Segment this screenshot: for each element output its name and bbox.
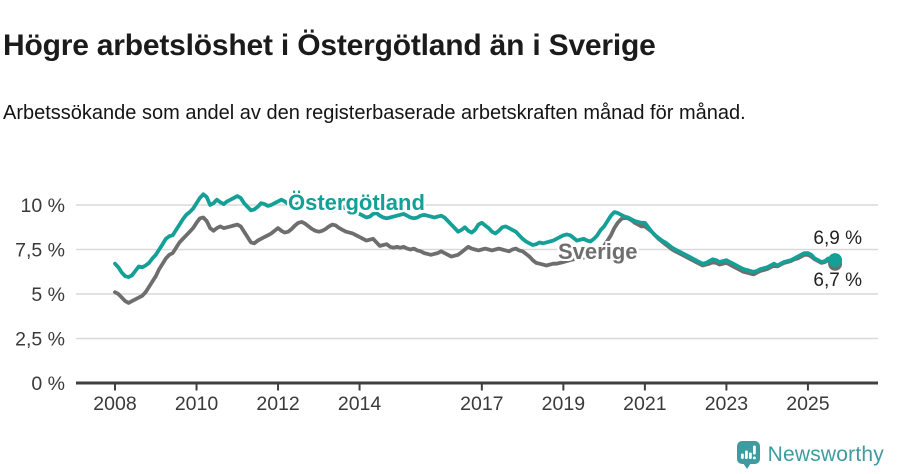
y-axis-tick-label: 2,5 % [15, 329, 65, 351]
x-axis-tick-label: 2021 [623, 393, 666, 415]
x-axis-tick-label: 2023 [705, 393, 748, 415]
series-line-östergötland [113, 192, 837, 280]
end-value-label-sverige: 6,7 % [813, 270, 862, 291]
series-line-sverige [113, 215, 837, 305]
x-axis-tick-label: 2017 [460, 393, 503, 415]
series-label-sverige: Sverige [558, 239, 638, 264]
x-axis-tick-label: 2014 [338, 393, 382, 415]
y-axis-tick-label: 7,5 % [15, 240, 65, 262]
y-axis-tick-label: 0 % [31, 373, 65, 395]
chart-title: Högre arbetslöshet i Östergötland än i S… [3, 29, 656, 63]
x-axis-tick-label: 2025 [786, 393, 830, 415]
end-value-label-ostergotland: 6,9 % [813, 228, 862, 249]
y-axis-tick-label: 10 % [21, 195, 65, 217]
series-label-ostergotland: Östergötland [288, 190, 425, 215]
y-axis-tick-label: 5 % [31, 284, 65, 306]
series-end-dot-östergötland [828, 253, 843, 268]
x-axis-tick-label: 2008 [93, 393, 136, 415]
newsworthy-icon [736, 441, 760, 469]
x-axis-tick-label: 2012 [256, 393, 299, 415]
chart-subtitle: Arbetssökande som andel av den registerb… [3, 102, 746, 124]
newsworthy-wordmark: Newsworthy [767, 443, 884, 466]
newsworthy-logo[interactable]: Newsworthy [736, 440, 884, 470]
x-axis-tick-label: 2010 [175, 393, 219, 415]
x-axis-tick-label: 2019 [542, 393, 585, 415]
